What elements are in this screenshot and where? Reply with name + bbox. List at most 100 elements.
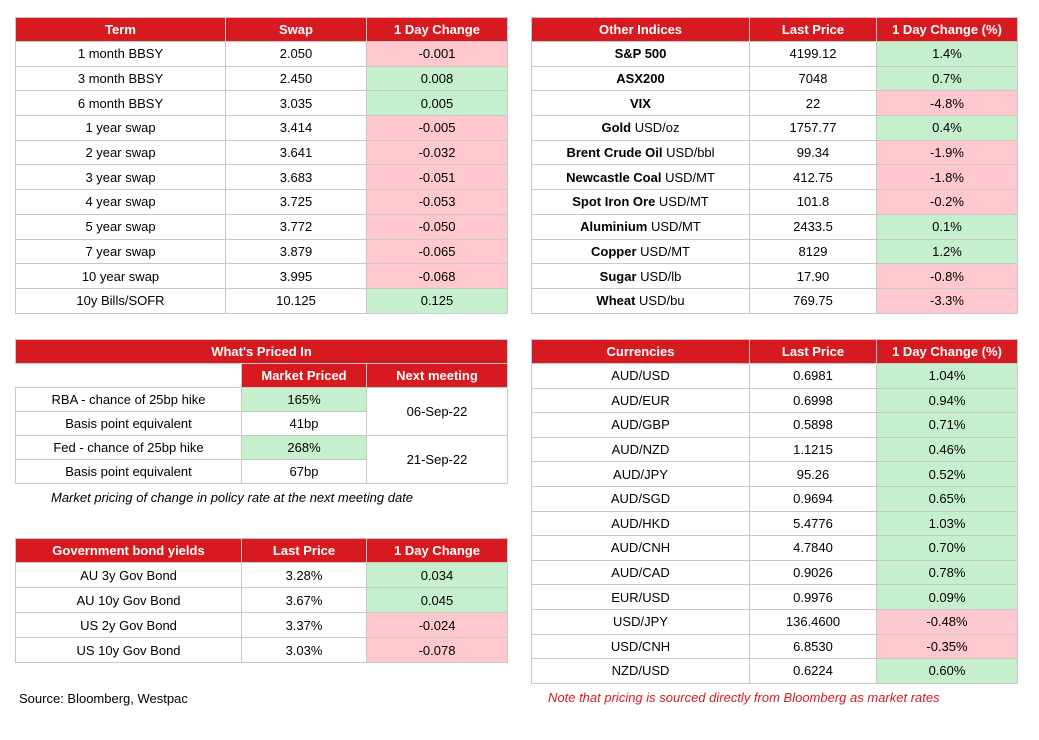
table-row: 10y Bills/SOFR 10.125 0.125: [15, 287, 508, 314]
table-row: Aluminium USD/MT 2433.5 0.1%: [531, 213, 1018, 240]
index-name: Aluminium: [580, 219, 648, 235]
swap-term: 2 year swap: [15, 139, 226, 166]
currency-price: 0.6998: [749, 387, 877, 414]
index-name: Sugar: [599, 268, 637, 284]
bond-name: AU 10y Gov Bond: [15, 587, 242, 613]
index-name: Wheat: [596, 293, 636, 309]
government-bond-yields-table: Government bond yields Last Price 1 Day …: [15, 538, 508, 663]
index-name-cell: VIX: [531, 90, 750, 117]
index-price: 1757.77: [749, 115, 877, 141]
index-unit: USD/bbl: [666, 145, 715, 161]
index-name: ASX200: [616, 71, 665, 87]
swap-change: -0.065: [366, 238, 508, 265]
indices-name-header: Other Indices: [531, 17, 750, 42]
table-row: 2 year swap 3.641 -0.032: [15, 139, 508, 166]
currency-change: -0.48%: [876, 608, 1018, 635]
index-name: Newcastle Coal: [566, 169, 662, 185]
swap-term-header: Term: [15, 17, 226, 42]
table-row: ASX200 7048 0.7%: [531, 65, 1018, 92]
swap-term: 1 month BBSY: [15, 41, 226, 67]
swap-change: -0.053: [366, 189, 508, 215]
index-change: -0.8%: [876, 263, 1018, 289]
currency-pair: EUR/USD: [531, 584, 750, 610]
rba-next-meeting: 06-Sep-22: [366, 387, 508, 436]
index-name: Copper: [591, 243, 637, 259]
table-row: Copper USD/MT 8129 1.2%: [531, 238, 1018, 265]
currencies-pair-header: Currencies: [531, 339, 750, 364]
indices-price-header: Last Price: [749, 17, 877, 42]
swap-change: 0.125: [366, 287, 508, 314]
table-row: USD/CNH 6.8530 -0.35%: [531, 633, 1018, 660]
index-change: -0.2%: [876, 189, 1018, 215]
index-change: -4.8%: [876, 90, 1018, 117]
priced-in-row: Fed - chance of 25bp hike 268% 21-Sep-22: [15, 435, 508, 484]
source-text: Source: Bloomberg, Westpac: [19, 691, 188, 706]
currency-pair: AUD/USD: [531, 363, 750, 389]
index-change: -3.3%: [876, 287, 1018, 314]
table-row: AU 10y Gov Bond 3.67% 0.045: [15, 587, 508, 613]
swap-change: -0.032: [366, 139, 508, 166]
index-unit: USD/oz: [634, 120, 680, 136]
swap-value: 3.641: [225, 139, 367, 166]
table-row: VIX 22 -4.8%: [531, 90, 1018, 117]
index-change: 0.7%: [876, 65, 1018, 92]
table-row: AUD/CAD 0.9026 0.78%: [531, 559, 1018, 586]
currency-change: 0.60%: [876, 658, 1018, 684]
swap-change: -0.001: [366, 41, 508, 67]
swap-value: 3.035: [225, 90, 367, 117]
table-row: 1 month BBSY 2.050 -0.001: [15, 41, 508, 67]
currency-pair: AUD/CAD: [531, 559, 750, 586]
swap-change-header: 1 Day Change: [366, 17, 508, 42]
swap-term: 4 year swap: [15, 189, 226, 215]
bond-change: 0.034: [366, 562, 508, 588]
priced-in-label: RBA - chance of 25bp hike: [15, 387, 242, 412]
swap-term: 10y Bills/SOFR: [15, 287, 226, 314]
index-change: -1.8%: [876, 164, 1018, 191]
index-unit: USD/lb: [640, 268, 682, 284]
bond-price: 3.37%: [241, 612, 367, 638]
index-price: 4199.12: [749, 41, 877, 67]
bond-price: 3.03%: [241, 637, 367, 663]
table-row: USD/JPY 136.4600 -0.48%: [531, 608, 1018, 635]
bond-name: US 2y Gov Bond: [15, 612, 242, 638]
index-name: Gold: [601, 120, 632, 136]
swap-term: 5 year swap: [15, 213, 226, 240]
index-name-cell: Newcastle Coal USD/MT: [531, 164, 750, 191]
currency-price: 0.9026: [749, 559, 877, 586]
priced-in-row: RBA - chance of 25bp hike 165% 06-Sep-22: [15, 387, 508, 436]
table-row: 10 year swap 3.995 -0.068: [15, 263, 508, 289]
table-row: AUD/CNH 4.7840 0.70%: [531, 535, 1018, 561]
index-name-cell: Wheat USD/bu: [531, 287, 750, 314]
swap-term: 6 month BBSY: [15, 90, 226, 117]
currency-change: 1.03%: [876, 510, 1018, 537]
currency-price: 0.9976: [749, 584, 877, 610]
currencies-note: Note that pricing is sourced directly fr…: [548, 690, 940, 705]
index-name-cell: S&P 500: [531, 41, 750, 67]
swap-change: 0.008: [366, 65, 508, 92]
priced-in-value: 165%: [241, 387, 367, 412]
index-name-cell: Copper USD/MT: [531, 238, 750, 265]
table-row: 3 month BBSY 2.450 0.008: [15, 65, 508, 92]
index-name: Brent Crude Oil: [566, 145, 663, 161]
table-row: US 2y Gov Bond 3.37% -0.024: [15, 612, 508, 638]
swap-change: -0.068: [366, 263, 508, 289]
swap-change: -0.005: [366, 115, 508, 141]
currency-change: 0.71%: [876, 412, 1018, 438]
currency-pair: AUD/SGD: [531, 485, 750, 512]
bond-change: -0.078: [366, 637, 508, 663]
priced-in-value: 41bp: [241, 411, 367, 436]
priced-in-row: Basis point equivalent 67bp: [15, 459, 508, 484]
currency-pair: AUD/EUR: [531, 387, 750, 414]
table-row: Spot Iron Ore USD/MT 101.8 -0.2%: [531, 189, 1018, 215]
currency-price: 136.4600: [749, 608, 877, 635]
currency-price: 95.26: [749, 461, 877, 487]
table-row: AUD/SGD 0.9694 0.65%: [531, 485, 1018, 512]
swap-change: 0.005: [366, 90, 508, 117]
swap-value-header: Swap: [225, 17, 367, 42]
currency-change: 0.70%: [876, 535, 1018, 561]
index-name-cell: Gold USD/oz: [531, 115, 750, 141]
swap-value: 3.879: [225, 238, 367, 265]
swap-term: 3 year swap: [15, 164, 226, 191]
swap-value: 3.725: [225, 189, 367, 215]
bonds-name-header: Government bond yields: [15, 538, 242, 563]
